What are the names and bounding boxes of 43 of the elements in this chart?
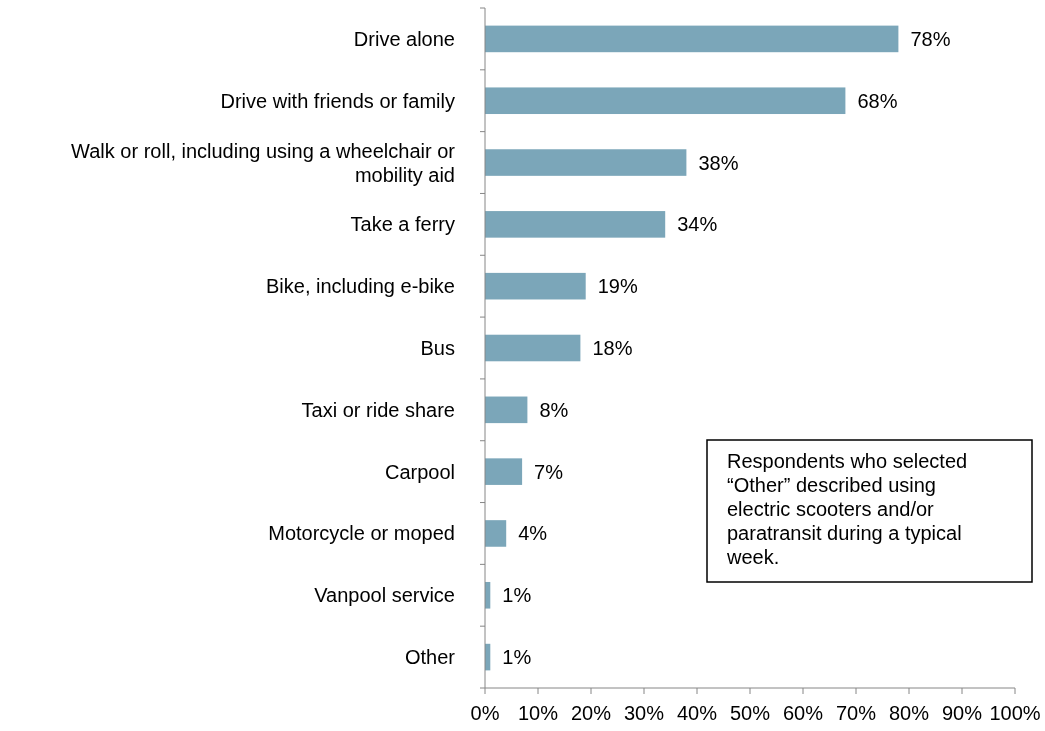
bar <box>485 87 846 115</box>
data-label: 1% <box>502 584 532 607</box>
bar <box>485 149 687 176</box>
data-label: 38% <box>698 151 739 174</box>
x-tick-label: 60% <box>782 702 824 724</box>
y-tick-label: Take a ferry <box>350 213 455 236</box>
y-tick-label: Carpool <box>384 460 455 483</box>
data-label: 18% <box>592 337 633 359</box>
y-tick-label: Bus <box>420 337 455 359</box>
y-tick-label: Walk or roll, including using a wheelchair or mobility aid <box>71 139 456 186</box>
x-tick-label: 0% <box>470 702 500 724</box>
bar <box>485 458 523 485</box>
y-tick-label: Vanpool service <box>314 584 455 607</box>
bar <box>485 334 581 362</box>
x-tick-label: 30% <box>623 702 665 724</box>
data-label: 4% <box>518 522 548 545</box>
bar <box>485 25 899 53</box>
y-tick-label: Drive alone <box>353 27 455 50</box>
x-tick-label: 20% <box>570 702 612 724</box>
data-label: 68% <box>857 89 898 112</box>
x-tick-label: 80% <box>888 702 930 724</box>
data-label: 78% <box>910 27 951 50</box>
bar <box>485 396 528 424</box>
y-tick-label: Other <box>404 646 456 669</box>
x-tick-label: 100% <box>989 702 1041 724</box>
x-tick-label: 90% <box>941 702 983 724</box>
bar <box>485 520 507 547</box>
data-label: 19% <box>597 275 638 298</box>
y-tick-label: Bike, including e-bike <box>266 275 455 298</box>
x-tick-label: 50% <box>729 702 771 724</box>
x-tick-label: 40% <box>676 702 718 724</box>
y-tick-label: Taxi or ride share <box>301 398 455 421</box>
annotation: Respondents who selected “Other” described using electric scooters and/or paratransit during a typical week. <box>726 450 968 568</box>
data-label: 1% <box>502 646 532 669</box>
bar <box>485 211 666 238</box>
bar <box>485 272 586 300</box>
x-tick-label: 10% <box>517 702 559 724</box>
data-label: 7% <box>534 460 564 483</box>
data-label: 8% <box>539 398 569 421</box>
y-tick-label: Motorcycle or moped <box>268 522 455 545</box>
x-tick-label: 70% <box>835 702 877 724</box>
data-label: 34% <box>677 213 718 236</box>
y-tick-label: Drive with friends or family <box>220 89 455 112</box>
